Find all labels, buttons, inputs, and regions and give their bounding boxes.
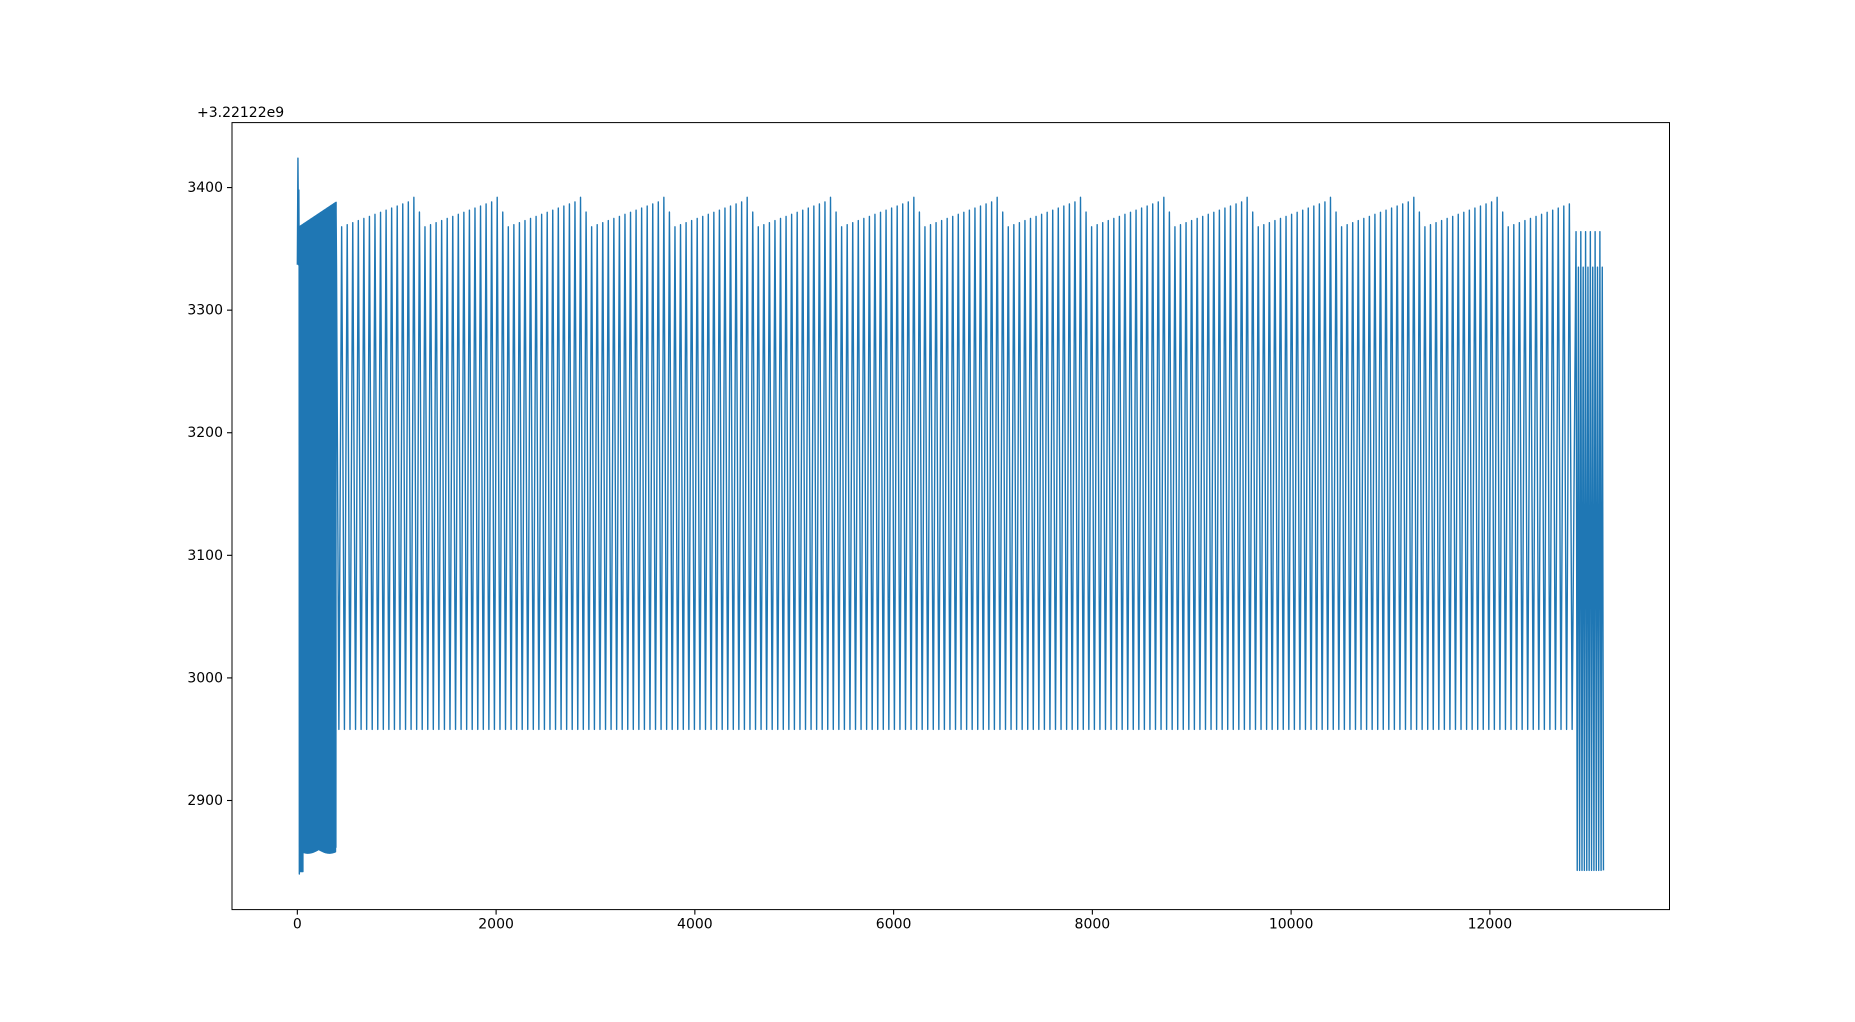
x-tick-label: 12000 [1468, 917, 1513, 933]
x-tick-label: 6000 [876, 917, 912, 933]
offset-label: +3.22122e9 [197, 105, 284, 121]
y-tick-label: 3100 [187, 548, 223, 564]
x-tick-label: 10000 [1269, 917, 1314, 933]
data-layer [296, 157, 1605, 875]
data-line [296, 157, 1605, 875]
y-tick-label: 3300 [187, 303, 223, 319]
y-tick-label: 3200 [187, 425, 223, 441]
x-tick-label: 4000 [677, 917, 713, 933]
plot-border [231, 122, 1670, 911]
y-tick-label: 2900 [187, 793, 223, 809]
y-tick-label: 3000 [187, 670, 223, 686]
x-tick-label: 8000 [1075, 917, 1111, 933]
axes-layer: 0 2000 4000 6000 8000 10000 12000 2900 3000 3100 3… [187, 122, 1670, 933]
x-tick-label: 2000 [478, 917, 514, 933]
y-tick-label: 3400 [187, 180, 223, 196]
x-tick-label: 0 [293, 917, 302, 933]
